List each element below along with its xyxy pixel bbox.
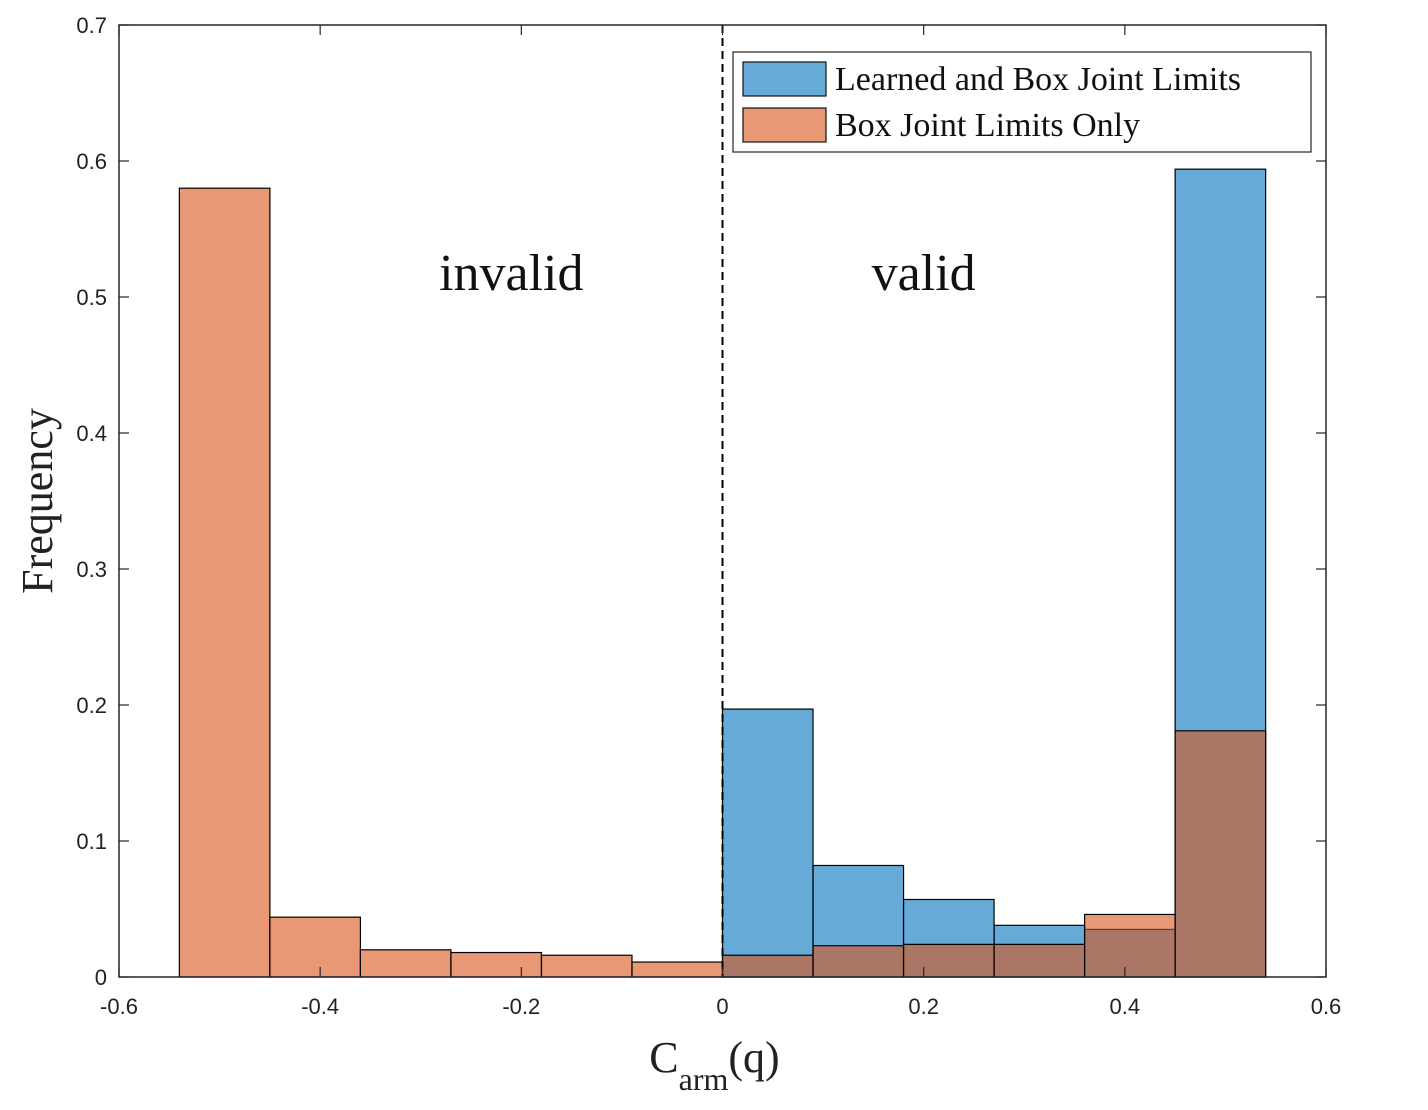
legend-label-box-only: Box Joint Limits Only: [835, 107, 1140, 144]
x-axis-label-suffix: (q): [728, 1033, 779, 1082]
y-tick-label-1: 0.1: [76, 829, 107, 854]
bar-box-only-10: [1083, 913, 1176, 978]
y-tick-label-6: 0.6: [76, 149, 107, 174]
x-tick-label-1: -0.4: [301, 994, 339, 1019]
legend-box: [732, 51, 1312, 153]
bar-box-only-1: [269, 916, 362, 978]
bar-box-only-0: [178, 187, 271, 978]
bar-box-only-6: [721, 954, 814, 978]
y-tick-label-0: 0: [95, 965, 107, 990]
legend-label-learned: Learned and Box Joint Limits: [835, 61, 1241, 98]
x-tick-label-3: 0: [716, 994, 728, 1019]
bars-layer: [178, 168, 1267, 978]
x-tick-label-2: -0.2: [502, 994, 540, 1019]
bar-box-only-4: [540, 954, 633, 978]
x-tick-label-0: -0.6: [100, 994, 138, 1019]
y-tick-label-2: 0.2: [76, 693, 107, 718]
bar-box-only-9: [993, 943, 1086, 978]
bar-box-only-7: [812, 945, 905, 978]
annotation-valid: valid: [872, 245, 976, 302]
x-tick-label-6: 0.6: [1311, 994, 1342, 1019]
x-axis-label: Carm(q): [649, 1033, 779, 1097]
bar-box-only-3: [450, 951, 543, 978]
y-tick-label-3: 0.3: [76, 557, 107, 582]
x-tick-label-5: 0.4: [1110, 994, 1141, 1019]
legend-swatch-box-only: [742, 107, 827, 143]
bar-box-only-11: [1174, 730, 1267, 978]
bar-box-only-8: [902, 943, 995, 978]
y-tick-label-5: 0.5: [76, 285, 107, 310]
legend: Learned and Box Joint Limits Box Joint L…: [732, 51, 1312, 153]
y-axis-label: Frequency: [13, 408, 62, 594]
x-tick-label-4: 0.2: [908, 994, 939, 1019]
bar-learned-0: [721, 708, 814, 978]
bar-box-only-2: [359, 949, 452, 978]
y-tick-label-7: 0.7: [76, 13, 107, 38]
legend-swatch-learned: [742, 61, 827, 97]
x-axis-label-subscript: arm: [679, 1061, 729, 1097]
annotations-layer: invalid valid: [439, 245, 976, 302]
x-axis-label-main: C: [649, 1033, 678, 1082]
ticks-layer: -0.6 -0.4 -0.2 0 0.2 0.4 0.6 0 0.1 0.2 0.3 0.4 0.5 0.…: [76, 13, 1341, 1019]
bar-box-only-5: [631, 961, 724, 978]
annotation-invalid: invalid: [439, 245, 583, 302]
y-tick-label-4: 0.4: [76, 421, 107, 446]
